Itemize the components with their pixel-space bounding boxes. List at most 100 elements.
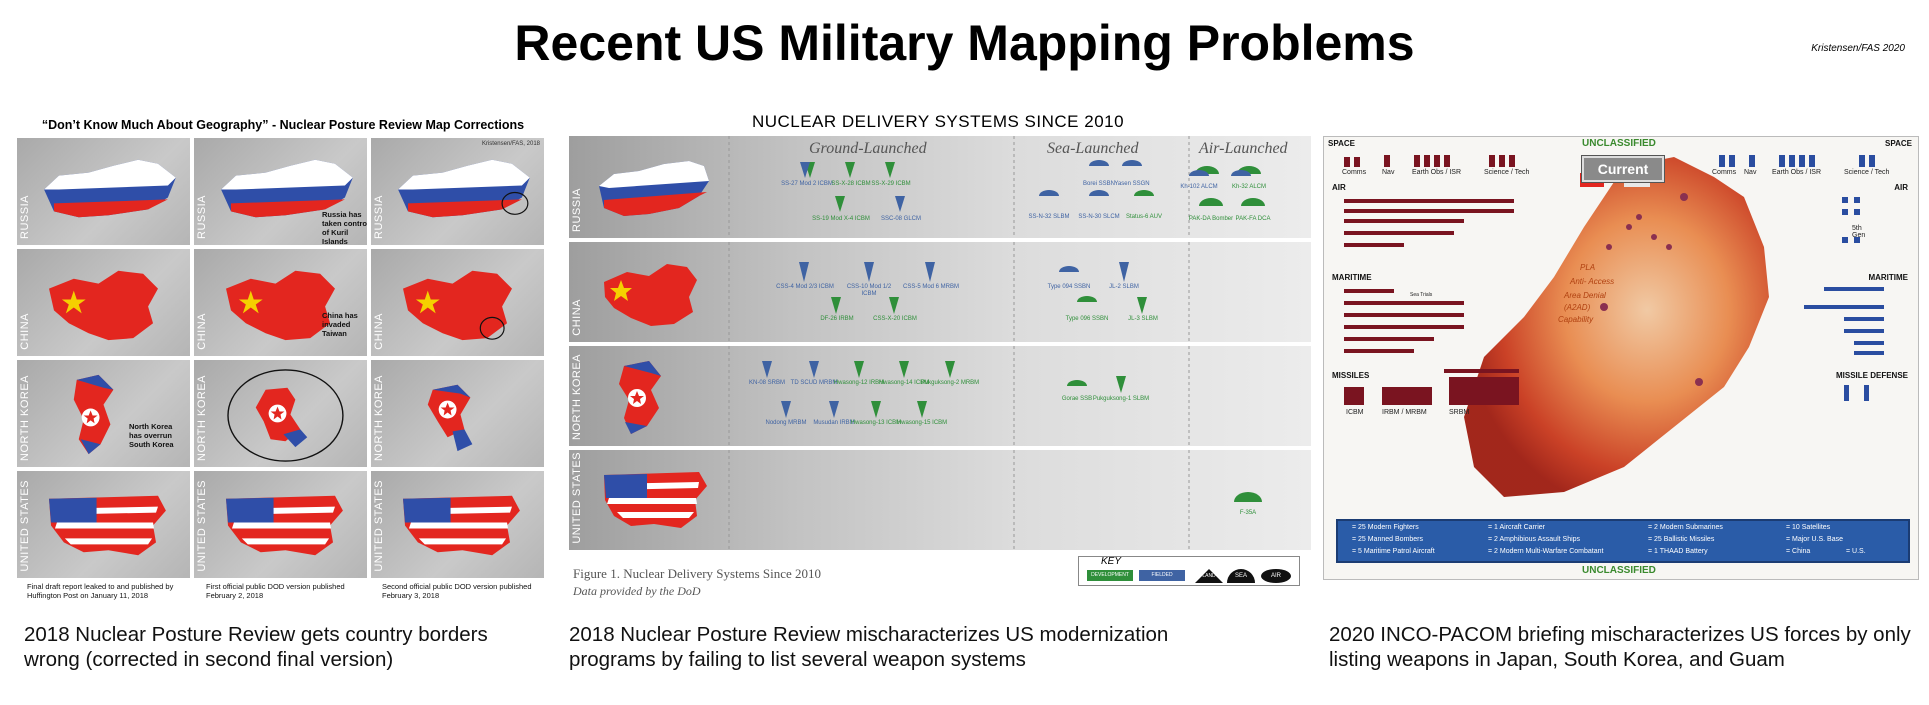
korea-flag-map bbox=[73, 374, 114, 455]
weapon-label: Gorae SSB bbox=[1061, 396, 1093, 402]
pla-label: Capability bbox=[1558, 315, 1594, 324]
weapon-label: SS-27 Mod 2 ICBM bbox=[781, 181, 833, 187]
section-missiles: MISSILES bbox=[1332, 371, 1370, 380]
key-sea: SEA bbox=[1227, 569, 1255, 583]
weapon-label: KN-08 SRBM bbox=[748, 380, 785, 386]
pla-label: PLA bbox=[1580, 263, 1596, 272]
legend-item: = 25 Manned Bombers bbox=[1352, 536, 1424, 543]
weapon-label: SS-X-28 ICBM bbox=[831, 181, 871, 187]
missile-label: ICBM bbox=[1346, 409, 1364, 416]
us-map-second: UNITED STATES bbox=[371, 471, 544, 578]
pacom-map bbox=[1344, 155, 1884, 497]
delivery-systems-chart: Ground-Launched Sea-Launched Air-Launche… bbox=[569, 136, 1311, 556]
section-air-left: AIR bbox=[1332, 183, 1346, 192]
space-label: Nav bbox=[1382, 169, 1395, 176]
row-label-russia: RUSSIA bbox=[571, 188, 583, 232]
russia-flag-map bbox=[398, 159, 530, 218]
korea-map-first: NORTH KOREA bbox=[194, 360, 367, 467]
weapon-label: PAK-FA DCA bbox=[1235, 216, 1271, 222]
space-label: Earth Obs / ISR bbox=[1772, 169, 1822, 176]
legend-item: = China bbox=[1786, 548, 1811, 555]
weapon-label: CSS-4 Mod 2/3 ICBM bbox=[776, 284, 834, 290]
row-label-north-korea: NORTH KOREA bbox=[196, 375, 208, 461]
legend-item: = 2 Modern Submarines bbox=[1648, 524, 1723, 531]
section-air-right: AIR bbox=[1894, 183, 1908, 192]
china-flag-map bbox=[49, 270, 158, 341]
key-development: DEVELOPMENT bbox=[1087, 570, 1133, 581]
weapon-label: Yasen SSGN bbox=[1114, 181, 1150, 187]
weapon-label: Type 094 SSBN bbox=[1047, 284, 1091, 290]
row-russia: Ground-Launched Sea-Launched Air-Launche… bbox=[569, 136, 1311, 238]
key-fielded: FIELDED bbox=[1139, 570, 1185, 581]
korea-note: North Korea has overrun South Korea bbox=[129, 422, 174, 449]
pla-label: Anti- Access bbox=[1570, 277, 1615, 286]
weapon-label: Hwasong-12 IRBM bbox=[833, 380, 885, 386]
pla-label: Area Denial bbox=[1564, 291, 1606, 300]
section-maritime-left: MARITIME bbox=[1332, 273, 1372, 282]
row-label-north-korea: NORTH KOREA bbox=[19, 375, 31, 461]
sea-trials-label: Sea Trials bbox=[1410, 292, 1433, 298]
weapon-label: Nodong MRBM bbox=[765, 420, 807, 426]
china-map-draft: CHINA bbox=[17, 249, 190, 356]
legend-item: = 2 Amphibious Assault Ships bbox=[1488, 536, 1581, 543]
weapon-label: PAK-DA Bomber bbox=[1188, 216, 1234, 222]
legend-item: = 1 Aircraft Carrier bbox=[1488, 524, 1545, 531]
weapon-label: SS-N-30 SLCM bbox=[1078, 214, 1120, 220]
weapon-label: JL-2 SLBM bbox=[1109, 284, 1139, 290]
russia-note: Russia has taken control of Kuril Island… bbox=[322, 210, 367, 245]
us-map-first: UNITED STATES bbox=[194, 471, 367, 578]
weapon-label: Pukguksong-2 MRBM bbox=[920, 380, 980, 386]
caption-panel3: 2020 INCO-PACOM briefing mischaracterize… bbox=[1329, 623, 1911, 671]
section-space-left: SPACE bbox=[1328, 139, 1355, 148]
footnote-draft: Final draft report leaked to and publish… bbox=[27, 582, 174, 600]
china-weapons-row bbox=[604, 242, 1190, 342]
panel1-title: “Don’t Know Much About Geography” - Nucl… bbox=[41, 118, 525, 132]
row-label-china: CHINA bbox=[19, 313, 31, 350]
row-label-north-korea: NORTH KOREA bbox=[373, 375, 385, 461]
us-flag-map bbox=[226, 495, 343, 556]
weapon-label: CSS-10 Mod 1/2 ICBM bbox=[846, 284, 892, 297]
row-label-united-states: UNITED STATES bbox=[19, 480, 31, 572]
row-china: CHINA CSS-4 Mod 2/3 ICBM CSS-10 Mod 1/2 … bbox=[569, 242, 1311, 342]
header-sea: Sea-Launched bbox=[1047, 140, 1139, 157]
weapon-label: Status-6 AUV bbox=[1125, 214, 1163, 220]
section-missile-defense: MISSILE DEFENSE bbox=[1835, 371, 1908, 380]
korea-map-second: NORTH KOREA bbox=[371, 360, 544, 467]
section-space-right: SPACE bbox=[1885, 139, 1912, 148]
us-weapons-row bbox=[604, 450, 1262, 550]
key-land: LAND bbox=[1195, 569, 1223, 583]
caption-panel1: 2018 Nuclear Posture Review gets country… bbox=[24, 623, 488, 671]
classification-bottom: UNCLASSIFIED bbox=[1582, 565, 1656, 576]
key-box: KEY DEVELOPMENT FIELDED LAND SEA AIR bbox=[1078, 556, 1300, 586]
weapon-label: CSS-X-20 ICBM bbox=[873, 316, 917, 322]
space-label: Nav bbox=[1744, 169, 1757, 176]
legend-item: = 10 Satellites bbox=[1786, 524, 1831, 531]
legend-item: = 1 THAAD Battery bbox=[1648, 548, 1708, 555]
page-title: Recent US Military Mapping Problems bbox=[514, 15, 1415, 71]
weapon-label: Type 096 SSBN bbox=[1065, 316, 1109, 322]
korea-weapons-row bbox=[619, 346, 1190, 446]
us-flag-map bbox=[403, 495, 520, 556]
korea-flag-map bbox=[427, 384, 473, 452]
small-credit: Kristensen/FAS, 2018 bbox=[481, 141, 540, 147]
weapon-label: Kh-102 ALCM bbox=[1180, 184, 1218, 190]
npr-map-grid: RUSSIA RUSSIA Russia has taken control o… bbox=[17, 138, 544, 578]
space-label: Science / Tech bbox=[1844, 169, 1890, 176]
russia-flag-map bbox=[221, 159, 353, 218]
weapon-label: JL-3 SLBM bbox=[1128, 316, 1158, 322]
legend-item: = U.S. bbox=[1846, 548, 1866, 555]
china-flag-map bbox=[403, 270, 512, 341]
current-label: Current bbox=[1582, 156, 1664, 182]
row-label-russia: RUSSIA bbox=[373, 195, 385, 239]
us-map-draft: UNITED STATES bbox=[17, 471, 190, 578]
missile-label: SRBM bbox=[1449, 409, 1470, 416]
inco-pacom-briefing: SPACE SPACE UNCLASSIFIED Current Comms N… bbox=[1323, 136, 1919, 580]
row-label-united-states: UNITED STATES bbox=[373, 480, 385, 572]
weapon-label: DF-26 IRBM bbox=[820, 316, 854, 322]
row-united-states: UNITED STATES F-35A bbox=[569, 450, 1311, 550]
russia-map-draft: RUSSIA bbox=[17, 138, 190, 245]
weapon-label: SS-N-32 SLBM bbox=[1028, 214, 1070, 220]
legend-item: = Major U.S. Base bbox=[1786, 536, 1843, 543]
weapon-label: SS-19 Mod X-4 ICBM bbox=[812, 216, 870, 222]
korea-map-draft: NORTH KOREA North Korea has overrun Sout… bbox=[17, 360, 190, 467]
